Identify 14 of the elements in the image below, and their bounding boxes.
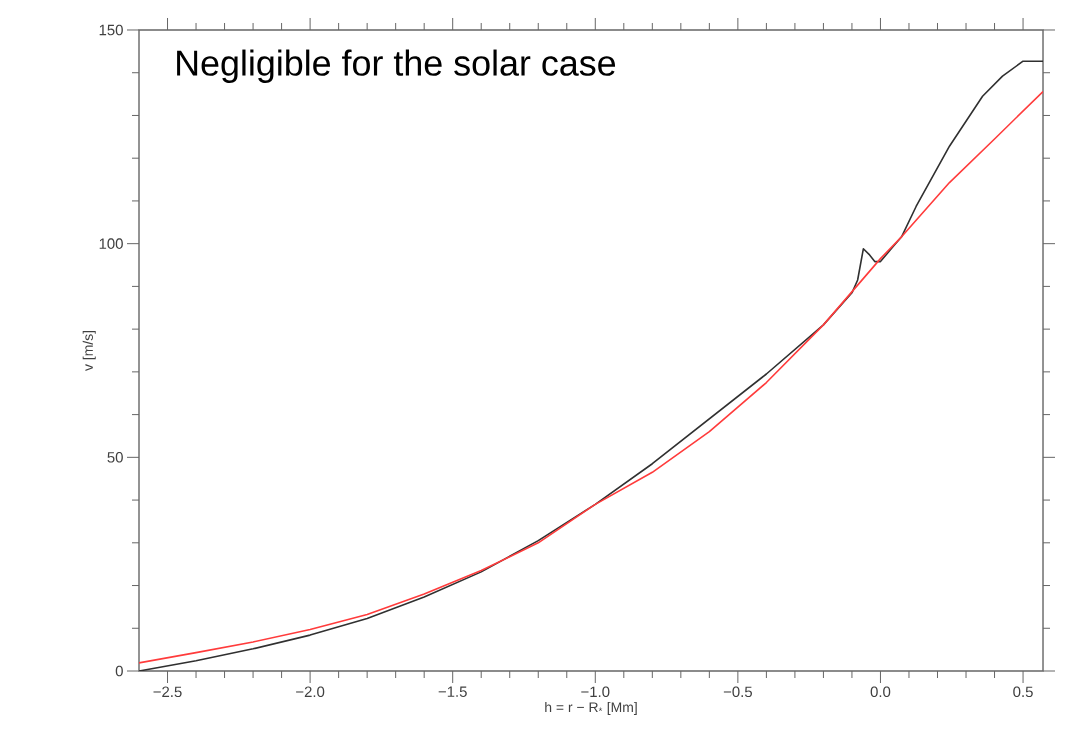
- x-tick-label: 0.5: [1013, 686, 1033, 698]
- y-tick-label: 150: [99, 24, 123, 36]
- x-tick-label: −0.5: [723, 686, 752, 698]
- y-tick-label: 0: [115, 665, 123, 677]
- y-axis-title: v [m/s]: [82, 330, 96, 371]
- y-tick-label: 50: [107, 452, 123, 463]
- x-tick-label: 0.0: [870, 686, 891, 698]
- annotation: Negligible for the solar case: [177, 49, 616, 83]
- x-axis-title: h = r − R$_{*}$ [Mm]: [545, 701, 637, 715]
- y-tick-label: 100: [99, 238, 123, 249]
- x-tick-label: −1.0: [581, 686, 610, 698]
- x-tick-label: −2.0: [296, 686, 325, 698]
- x-tick-label: −2.5: [153, 686, 182, 698]
- x-tick-label: −1.5: [438, 686, 467, 697]
